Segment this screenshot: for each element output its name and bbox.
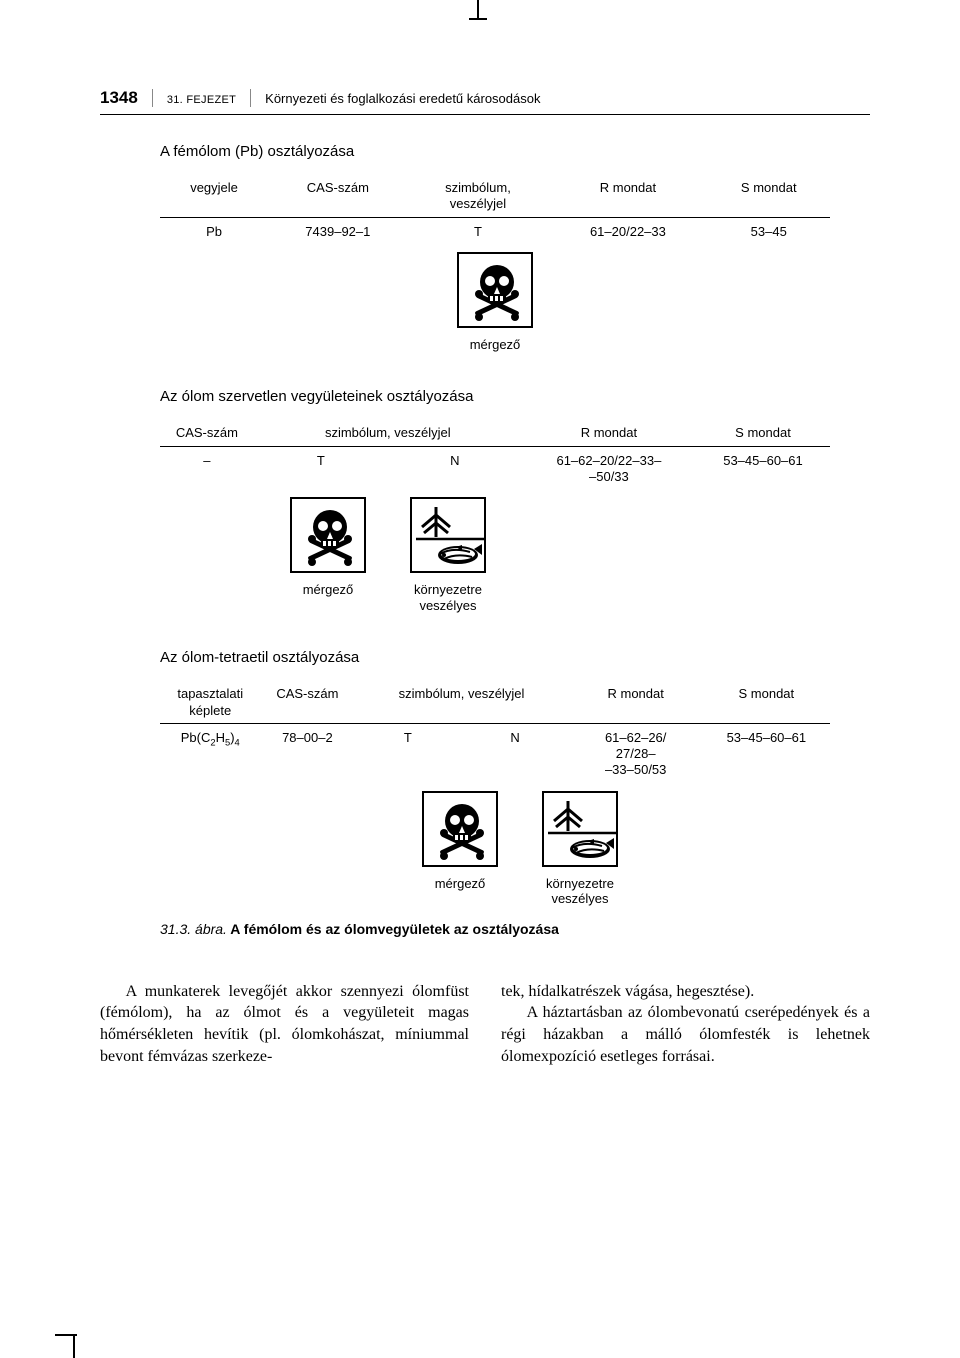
crop-mark-top <box>477 0 479 20</box>
th-keplet-l2: képlete <box>189 703 231 718</box>
skull-icon <box>457 252 533 328</box>
icon-caption-l2: veszélyes <box>419 598 476 613</box>
cell-sym-n: N <box>461 723 568 782</box>
cell-smondat: 53–45–60–61 <box>703 723 830 782</box>
th-vegyjele: vegyjele <box>160 176 268 217</box>
cell-sym-t: T <box>254 446 388 489</box>
icon-caption-l2: veszélyes <box>551 891 608 906</box>
th-szimbolum: szimbólum, veszélyjel <box>408 176 549 217</box>
cell-smondat: 53–45–60–61 <box>696 446 830 489</box>
th-szimbolum: szimbólum, veszélyjel <box>254 421 522 446</box>
crop-mark-bottom-left-v <box>73 1336 75 1358</box>
table-row: Pb(C2H5)4 78–00–2 T N 61–62–26/ 27/28– –… <box>160 723 830 782</box>
th-keplet: tapasztalati képlete <box>160 682 261 723</box>
icon-caption-l1: környezetre <box>414 582 482 597</box>
th-rmondat: R mondat <box>569 682 703 723</box>
cell-vegyjele: Pb <box>160 217 268 244</box>
figure-caption: 31.3. ábra. A fémólom és az ólomvegyület… <box>160 921 830 937</box>
cell-rmondat-l3: –33–50/53 <box>605 762 666 777</box>
header-divider <box>152 89 153 107</box>
page: 1348 31. FEJEZET Környezeti és foglalkoz… <box>0 0 960 1107</box>
cell-cas: – <box>160 446 254 489</box>
header-divider <box>250 89 251 107</box>
icon-caption-l1: környezetre <box>546 876 614 891</box>
cell-cas: 78–00–2 <box>261 723 355 782</box>
cell-sym-t: T <box>354 723 461 782</box>
chapter-title: Környezeti és foglalkozási eredetű káros… <box>265 91 540 106</box>
cell-rmondat: 61–62–26/ 27/28– –33–50/53 <box>569 723 703 782</box>
running-header: 1348 31. FEJEZET Környezeti és foglalkoz… <box>100 88 870 115</box>
icon-caption: mérgező <box>457 337 533 353</box>
icon-row: mérgező <box>160 791 830 907</box>
section3-title: Az ólom-tetraetil osztályozása <box>160 649 830 666</box>
cell-szimbolum: T <box>408 217 549 244</box>
th-szimbolum-l2: veszélyjel <box>450 196 506 211</box>
th-keplet-l1: tapasztalati <box>177 686 243 701</box>
caption-text: A fémólom és az ólomvegyületek az osztál… <box>227 921 559 937</box>
hazard-environment-block: környezetre veszélyes <box>410 497 486 613</box>
table-section2: CAS-szám szimbólum, veszélyjel R mondat … <box>160 421 830 489</box>
page-number: 1348 <box>100 88 138 108</box>
cell-keplet: Pb(C2H5)4 <box>160 723 261 782</box>
th-rmondat: R mondat <box>548 176 707 217</box>
cell-rmondat-l2: –50/33 <box>589 469 629 484</box>
cell-rmondat: 61–62–20/22–33– –50/33 <box>522 446 696 489</box>
para-right-2: A háztartásban az ólombevonatú cserépedé… <box>501 1002 870 1067</box>
cell-rmondat: 61–20/22–33 <box>548 217 707 244</box>
section2-title: Az ólom szervetlen vegyületeinek osztály… <box>160 388 830 405</box>
f-s3: 4 <box>235 737 240 747</box>
th-rmondat: R mondat <box>522 421 696 446</box>
cell-sym-n: N <box>388 446 522 489</box>
skull-icon <box>422 791 498 867</box>
body-text: A munkaterek levegőjét akkor szennyezi ó… <box>100 981 870 1067</box>
chapter-label: 31. FEJEZET <box>167 94 236 106</box>
para-left-1: A munkaterek levegőjét akkor szennyezi ó… <box>100 981 469 1067</box>
cell-cas: 7439–92–1 <box>268 217 408 244</box>
column-left: A munkaterek levegőjét akkor szennyezi ó… <box>100 981 469 1067</box>
cell-rmondat-l1: 61–62–26/ <box>605 730 666 745</box>
th-cas: CAS-szám <box>261 682 355 723</box>
table-section3: tapasztalati képlete CAS-szám szimbólum,… <box>160 682 830 782</box>
f-prefix: Pb(C <box>181 730 211 745</box>
icon-caption: mérgező <box>422 876 498 892</box>
th-smondat: S mondat <box>696 421 830 446</box>
table-row: Pb 7439–92–1 T 61–20/22–33 53–45 <box>160 217 830 244</box>
hazard-toxic-block: mérgező <box>457 252 533 353</box>
hazard-toxic-block: mérgező <box>422 791 498 907</box>
cell-rmondat-l2: 27/28– <box>616 746 656 761</box>
para-right-cont: tek, hídalkatrészek vágása, hegesztése). <box>501 981 870 1003</box>
hazard-toxic-block: mérgező <box>290 497 366 613</box>
section1-title: A fémólom (Pb) osztályozása <box>160 143 830 160</box>
th-cas: CAS-szám <box>268 176 408 217</box>
th-szimbolum-l1: szimbólum, <box>445 180 511 195</box>
skull-icon <box>290 497 366 573</box>
icon-caption: környezetre veszélyes <box>410 582 486 613</box>
environment-icon <box>410 497 486 573</box>
caption-ref: 31.3. ábra. <box>160 921 227 937</box>
icon-caption: mérgező <box>290 582 366 598</box>
hazard-environment-block: környezetre veszélyes <box>542 791 618 907</box>
environment-icon <box>542 791 618 867</box>
icon-row: mérgező <box>160 497 830 613</box>
th-smondat: S mondat <box>708 176 831 217</box>
column-right: tek, hídalkatrészek vágása, hegesztése).… <box>501 981 870 1067</box>
cell-rmondat-l1: 61–62–20/22–33– <box>556 453 661 468</box>
table-section1: vegyjele CAS-szám szimbólum, veszélyjel … <box>160 176 830 244</box>
icon-row: mérgező <box>160 252 830 353</box>
crop-mark-bottom-left-h <box>55 1334 77 1336</box>
cell-smondat: 53–45 <box>708 217 831 244</box>
figure-block: A fémólom (Pb) osztályozása vegyjele CAS… <box>160 143 830 937</box>
th-smondat: S mondat <box>703 682 830 723</box>
table-row: – T N 61–62–20/22–33– –50/33 53–45–60–61 <box>160 446 830 489</box>
th-szimbolum: szimbólum, veszélyjel <box>354 682 568 723</box>
icon-caption: környezetre veszélyes <box>542 876 618 907</box>
f-mid: H <box>216 730 225 745</box>
th-cas: CAS-szám <box>160 421 254 446</box>
